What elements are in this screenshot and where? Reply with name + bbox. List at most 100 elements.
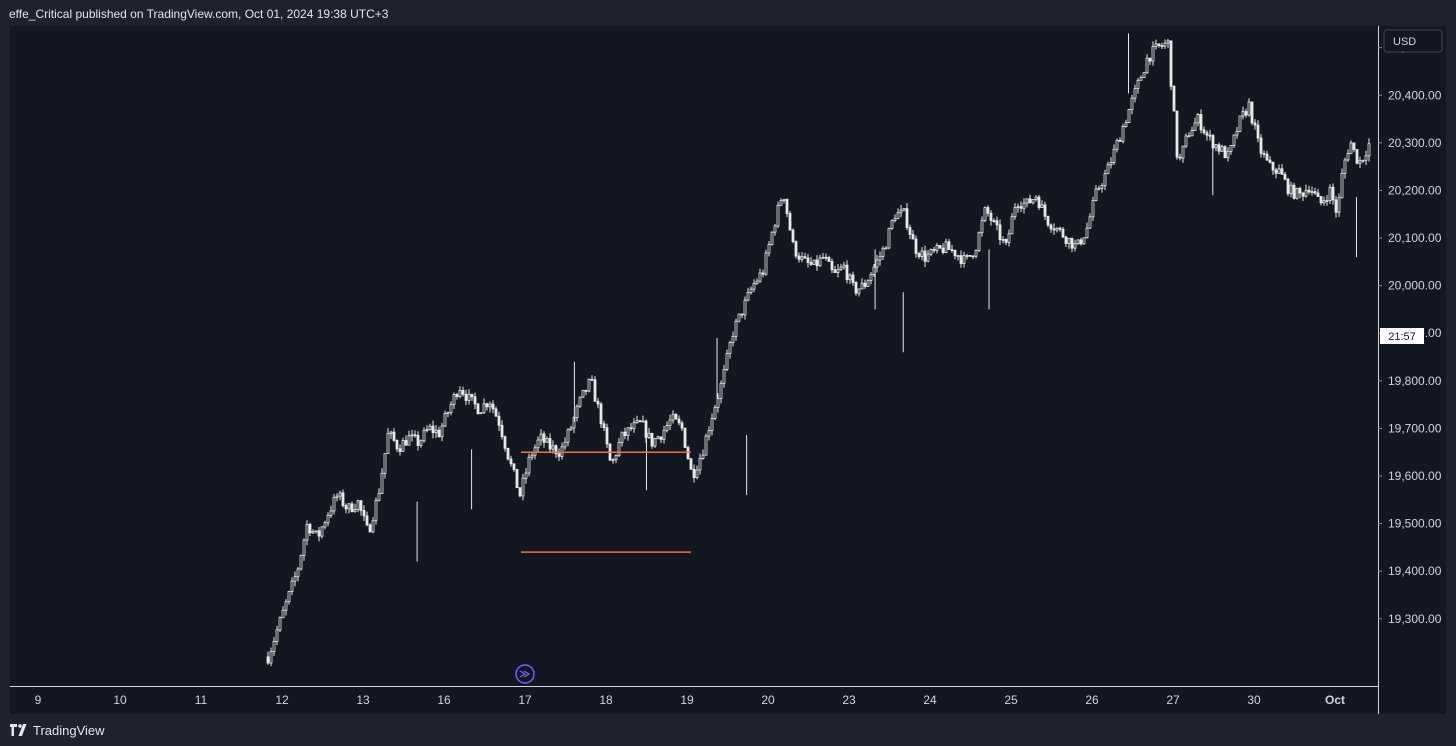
candle	[1292, 182, 1296, 200]
candle	[881, 246, 885, 260]
candle	[695, 465, 699, 480]
candle-body	[1250, 101, 1254, 124]
candle-body	[1343, 159, 1347, 174]
currency-badge[interactable]: USD	[1383, 29, 1443, 53]
candle	[392, 428, 396, 442]
candle	[920, 247, 924, 261]
candle	[953, 249, 957, 260]
candle	[656, 435, 660, 440]
candle	[932, 247, 936, 254]
price-tick-label: 20,200.00	[1388, 183, 1442, 197]
price-tick-label: 20,000.00	[1388, 279, 1442, 293]
candle-body	[1130, 97, 1134, 110]
candle	[845, 260, 849, 284]
price-tick-label: 19,300.00	[1388, 612, 1442, 626]
candle	[986, 205, 990, 217]
candle-body	[1187, 135, 1191, 138]
candle	[302, 538, 306, 561]
candle-body	[1244, 111, 1248, 116]
candle	[1010, 213, 1014, 235]
candle-body	[692, 468, 696, 479]
candle-body	[1073, 243, 1077, 249]
candle	[749, 286, 753, 295]
candle	[1019, 201, 1023, 213]
candle	[1244, 108, 1248, 118]
candle	[1151, 41, 1155, 66]
candle	[599, 402, 603, 428]
candle	[587, 378, 591, 393]
candle	[848, 273, 852, 284]
candle-body	[1247, 101, 1251, 116]
candle-body	[752, 283, 756, 290]
candle-body	[1022, 202, 1026, 209]
candle	[944, 238, 948, 254]
candle-body	[887, 227, 891, 249]
candle	[416, 431, 420, 451]
candle-body	[983, 207, 987, 222]
candle-body	[923, 250, 927, 262]
candle-body	[1205, 132, 1209, 136]
chart-frame[interactable]: 19,300.00 19,400.00 19,500.00 19,600.00 19,7…	[10, 26, 1446, 714]
candle-body	[1124, 122, 1128, 128]
candle-body	[1085, 227, 1089, 239]
candle	[593, 376, 597, 402]
candle-body	[593, 379, 597, 402]
candle	[1262, 150, 1266, 158]
candle	[347, 503, 351, 514]
candle-body	[1178, 156, 1182, 159]
candle	[860, 278, 864, 290]
candle-body	[731, 335, 735, 344]
candle	[698, 453, 702, 475]
candle	[1169, 40, 1173, 91]
candle	[437, 426, 441, 438]
candle	[1013, 203, 1017, 220]
candle-body	[1316, 192, 1320, 197]
candle	[479, 412, 483, 415]
candle	[692, 464, 696, 483]
candle	[1154, 39, 1158, 50]
candle	[371, 517, 375, 534]
candle	[854, 281, 858, 296]
candle	[569, 425, 573, 431]
candle-body	[584, 389, 588, 392]
candle-body	[326, 514, 330, 524]
candle-body	[1079, 239, 1083, 245]
candle	[836, 264, 840, 278]
candle-body	[665, 425, 669, 431]
candle-body	[446, 412, 450, 414]
candle-body	[1076, 239, 1080, 244]
candle-body	[1265, 153, 1269, 161]
candle-body	[698, 458, 702, 471]
candle	[1337, 193, 1341, 217]
candle	[1178, 153, 1182, 161]
candle-body	[725, 353, 729, 370]
candle-body	[551, 445, 555, 450]
candle-body	[338, 492, 342, 497]
candle	[311, 529, 315, 534]
candle	[1328, 184, 1332, 204]
candle-body	[329, 510, 333, 516]
candle-body	[500, 424, 504, 438]
candle-body	[392, 431, 396, 441]
candle-body	[758, 272, 762, 282]
candle	[884, 246, 888, 250]
candle	[818, 254, 822, 268]
candle	[968, 255, 972, 257]
candle	[1115, 138, 1119, 153]
candle-body	[728, 342, 732, 354]
candle	[467, 389, 471, 405]
candle	[401, 437, 405, 452]
candle	[1277, 164, 1281, 174]
candle	[503, 435, 507, 452]
candle-body	[413, 434, 417, 437]
price-chart[interactable]: 19,300.00 19,400.00 19,500.00 19,600.00 19,7…	[10, 26, 1446, 714]
candle	[1028, 194, 1032, 204]
candle	[404, 435, 408, 446]
candle-body	[623, 431, 627, 436]
candle-body	[1064, 236, 1068, 244]
fast-forward-circle-icon[interactable]	[515, 664, 535, 684]
candle	[701, 449, 705, 460]
time-tick-label: 9	[35, 693, 42, 707]
candle	[929, 248, 933, 257]
candle	[620, 431, 624, 447]
